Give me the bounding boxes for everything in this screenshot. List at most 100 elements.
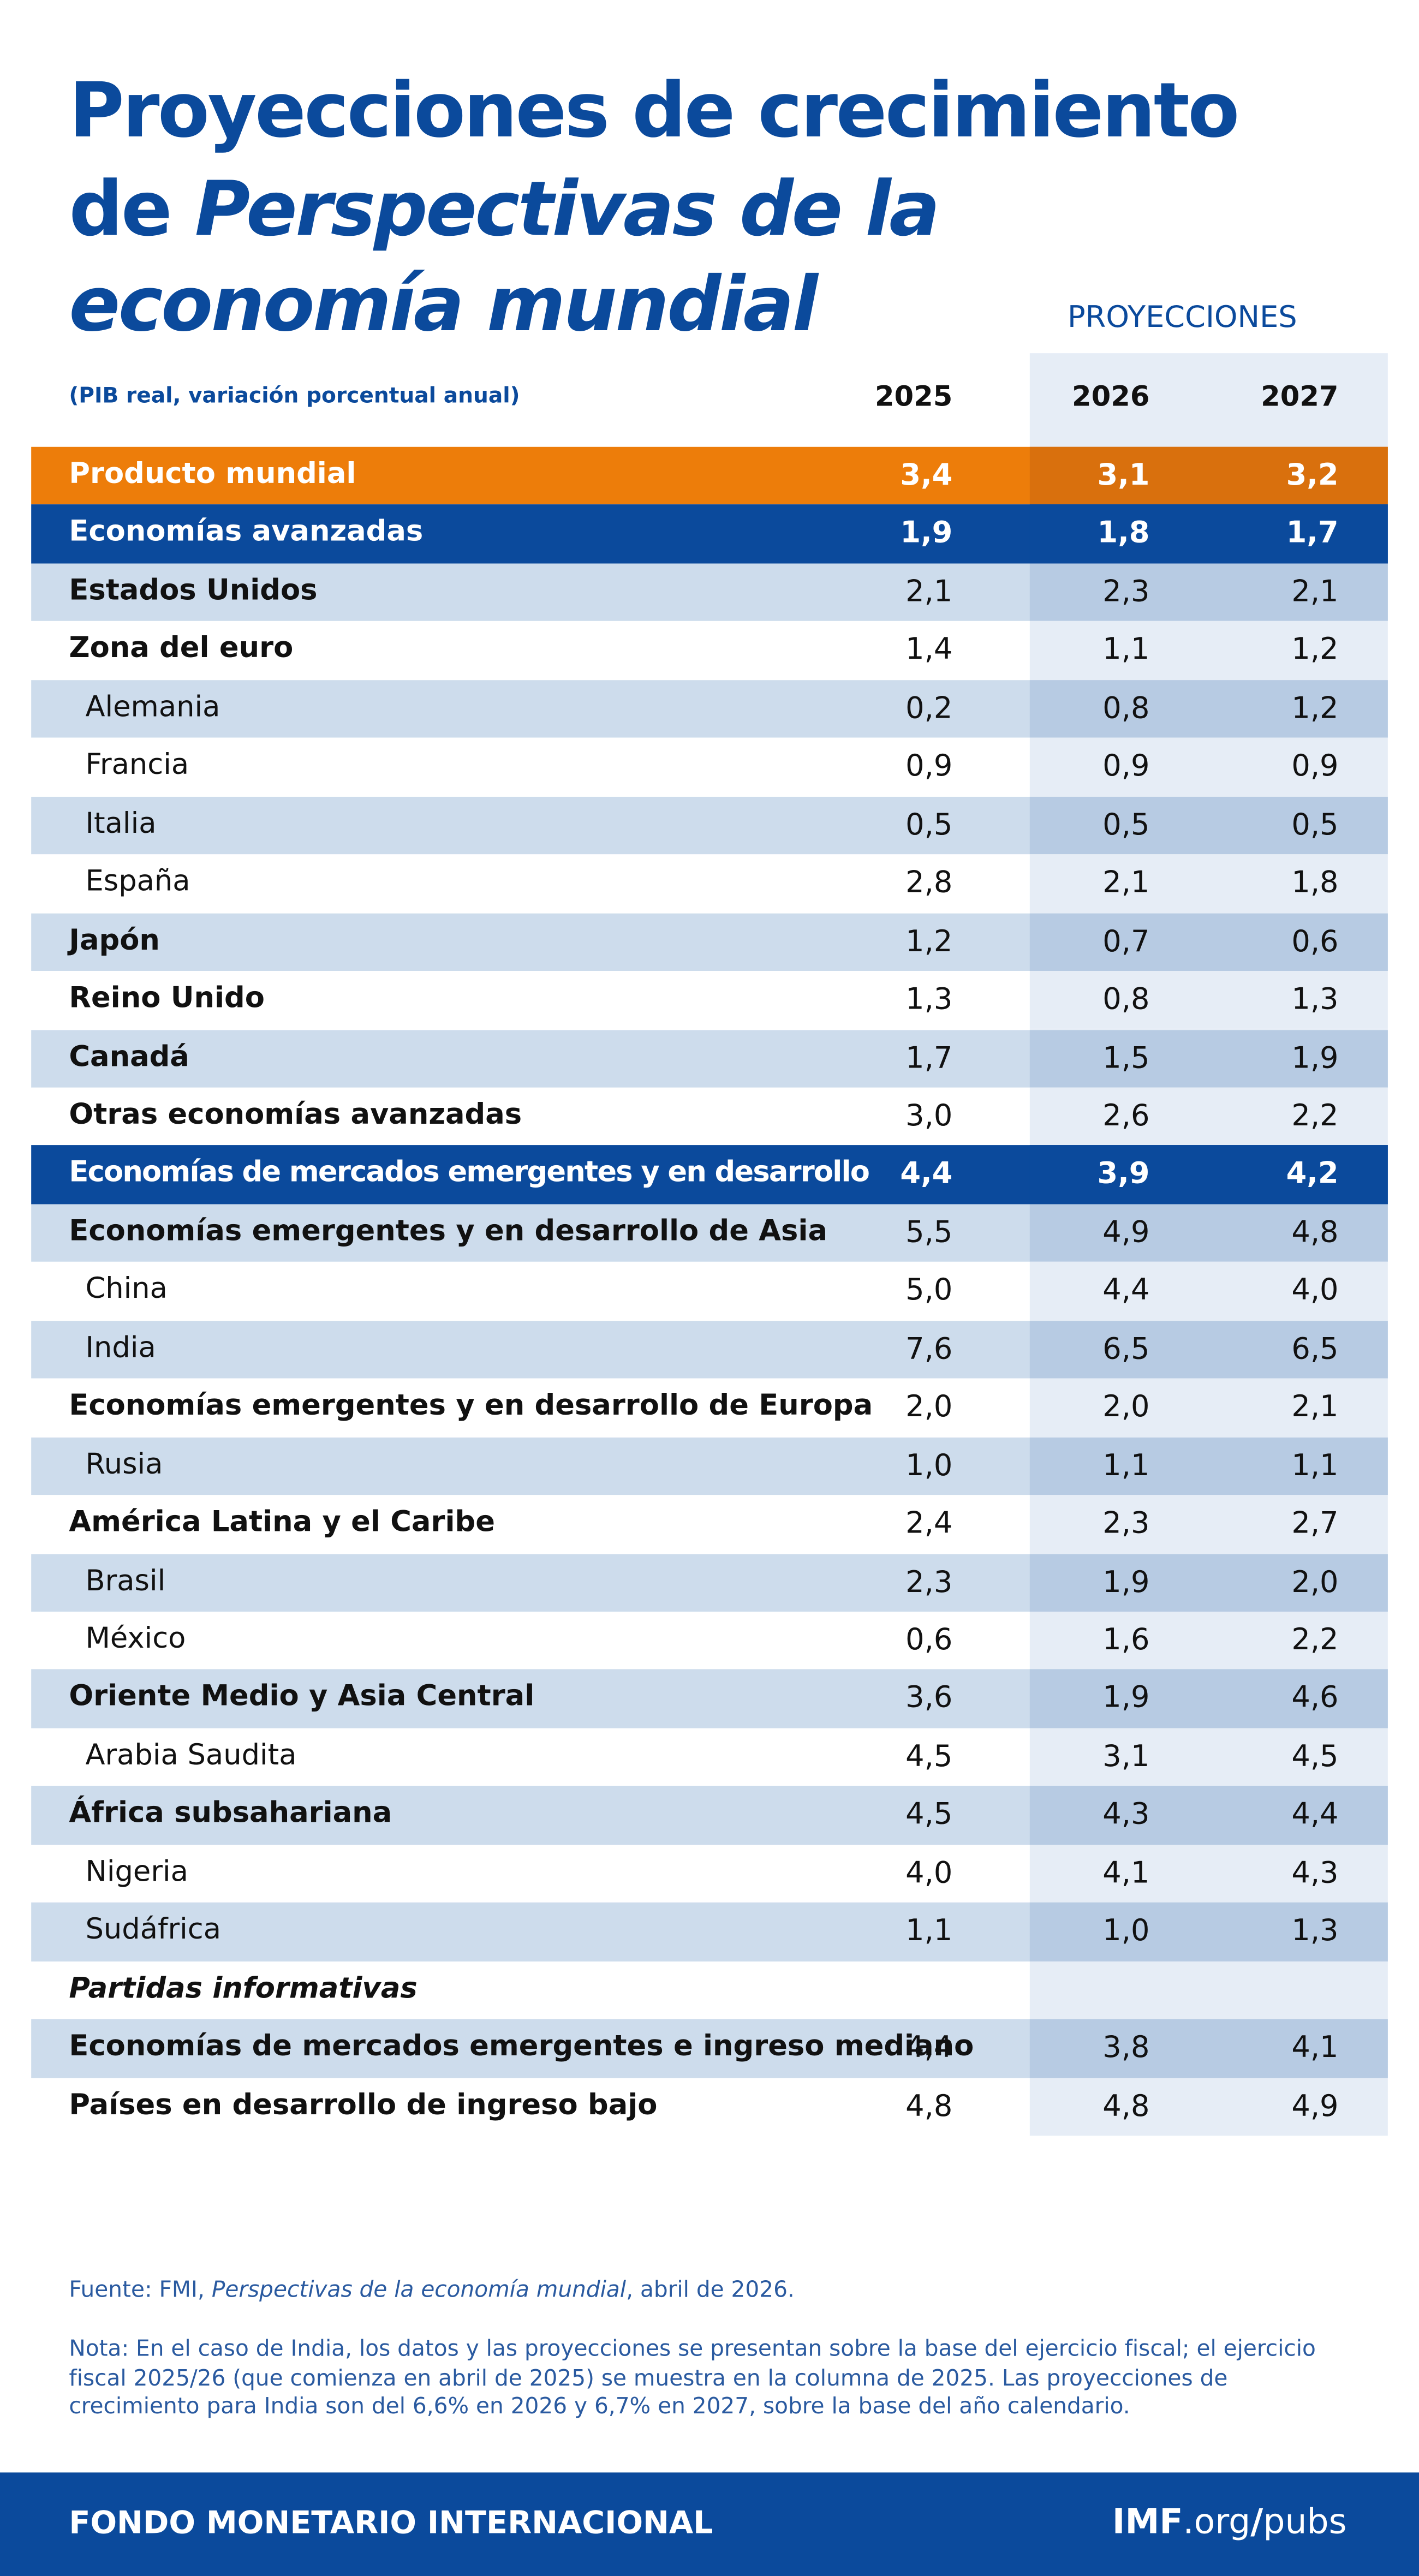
row-value: 4,3 bbox=[1102, 1798, 1150, 1833]
row-value: 0,8 bbox=[1102, 691, 1150, 726]
row-value: 1,2 bbox=[1291, 691, 1339, 726]
table-row: Francia 0,9 0,9 0,9 bbox=[31, 738, 1388, 797]
projection-cell-bg bbox=[1029, 505, 1388, 564]
row-value: 1,8 bbox=[1291, 866, 1339, 901]
row-value: 0,2 bbox=[905, 691, 953, 726]
table-row: Economías de mercados emergentes y en de… bbox=[31, 1146, 1388, 1204]
projection-cell-bg bbox=[1029, 1786, 1388, 1845]
row-value: 4,5 bbox=[905, 1739, 953, 1774]
row-label: Economías avanzadas bbox=[69, 516, 424, 550]
row-label: Producto mundial bbox=[69, 458, 356, 492]
row-value: 0,9 bbox=[1102, 749, 1150, 784]
table-row: Nigeria 4,0 4,1 4,3 bbox=[31, 1844, 1388, 1903]
projection-cell-bg bbox=[1029, 1844, 1388, 1903]
table-row: México 0,6 1,6 2,2 bbox=[31, 1612, 1388, 1670]
table-row: Economías emergentes y en desarrollo de … bbox=[31, 1379, 1388, 1437]
row-value: 0,9 bbox=[1291, 749, 1339, 784]
table-row: Brasil 2,3 1,9 2,0 bbox=[31, 1553, 1388, 1612]
title-text: Perspectivas de la bbox=[194, 164, 940, 253]
title-text: economía mundial bbox=[69, 259, 818, 349]
projection-cell-bg bbox=[1029, 1146, 1388, 1204]
row-value: 0,9 bbox=[905, 749, 953, 784]
organization: FONDO MONETARIO INTERNACIONAL bbox=[69, 2505, 713, 2542]
row-label: Canadá bbox=[69, 1040, 189, 1074]
table-row: Italia 0,5 0,5 0,5 bbox=[31, 796, 1388, 855]
row-label: Países en desarrollo de ingreso bajo bbox=[69, 2089, 658, 2122]
row-value: 0,5 bbox=[1291, 808, 1339, 843]
row-value: 2,1 bbox=[1291, 575, 1339, 610]
table-row: Alemania 0,2 0,8 1,2 bbox=[31, 679, 1388, 738]
row-value: 3,6 bbox=[905, 1681, 953, 1716]
row-value: 1,7 bbox=[905, 1040, 953, 1076]
row-value: 4,4 bbox=[1102, 1273, 1150, 1309]
source-text: Perspectivas de la economía mundial bbox=[211, 2277, 627, 2304]
title-line: economía mundial bbox=[69, 257, 818, 352]
row-value: 1,9 bbox=[1291, 1040, 1339, 1076]
row-value: 0,6 bbox=[905, 1623, 953, 1658]
table-row: España 2,8 2,1 1,8 bbox=[31, 854, 1388, 913]
row-value: 4,3 bbox=[1291, 1856, 1339, 1891]
row-value: 2,0 bbox=[1102, 1390, 1150, 1425]
table-row: Otras economías avanzadas 3,0 2,6 2,2 bbox=[31, 1087, 1388, 1146]
projection-cell-bg bbox=[1029, 738, 1388, 797]
row-value: 1,2 bbox=[1291, 633, 1339, 668]
row-value: 1,9 bbox=[900, 516, 953, 551]
table-row: Arabia Saudita 4,5 3,1 4,5 bbox=[31, 1728, 1388, 1787]
row-label: Reino Unido bbox=[69, 982, 265, 1016]
note: Nota: En el caso de India, los datos y l… bbox=[69, 2336, 1316, 2420]
row-value: 3,4 bbox=[900, 458, 953, 493]
url: IMF.org/pubs bbox=[1112, 2502, 1347, 2542]
projection-cell-bg bbox=[1029, 1087, 1388, 1146]
source-text: , abril de 2026. bbox=[626, 2277, 795, 2304]
projection-cell-bg bbox=[1029, 796, 1388, 855]
row-label: Economías emergentes y en desarrollo de … bbox=[69, 1390, 873, 1423]
row-value: 4,4 bbox=[900, 1157, 953, 1192]
row-value: 3,0 bbox=[905, 1099, 953, 1134]
url-part: pubs bbox=[1263, 2502, 1347, 2542]
row-value: 2,1 bbox=[1291, 1390, 1339, 1425]
row-value: 1,1 bbox=[1291, 1448, 1339, 1483]
row-value: 2,3 bbox=[905, 1565, 953, 1600]
table-row: Rusia 1,0 1,1 1,1 bbox=[31, 1436, 1388, 1495]
row-value: 1,2 bbox=[905, 924, 953, 959]
row-value: 2,1 bbox=[905, 575, 953, 610]
row-value: 4,2 bbox=[1286, 1157, 1339, 1192]
row-value: 6,5 bbox=[1291, 1332, 1339, 1367]
row-value: 2,0 bbox=[905, 1390, 953, 1425]
row-value: 1,8 bbox=[1097, 516, 1150, 551]
row-value: 4,1 bbox=[1291, 2031, 1339, 2066]
row-label: España bbox=[85, 866, 190, 899]
row-value: 4,8 bbox=[1291, 1215, 1339, 1250]
row-value: 2,2 bbox=[1291, 1623, 1339, 1658]
row-label: India bbox=[85, 1332, 156, 1365]
row-value: 0,5 bbox=[905, 808, 953, 843]
projection-cell-bg bbox=[1029, 1204, 1388, 1262]
row-value: 2,7 bbox=[1291, 1506, 1339, 1541]
row-label: Brasil bbox=[85, 1565, 166, 1598]
table-row: China 5,0 4,4 4,0 bbox=[31, 1262, 1388, 1321]
url-part: .org bbox=[1183, 2502, 1251, 2542]
projection-cell-bg bbox=[1029, 621, 1388, 680]
row-value: 4,6 bbox=[1291, 1681, 1339, 1716]
row-value: 1,1 bbox=[905, 1914, 953, 1949]
projection-cell-bg bbox=[1029, 1612, 1388, 1670]
table-row: Economías emergentes y en desarrollo de … bbox=[31, 1204, 1388, 1262]
source-text: Fuente: FMI, bbox=[69, 2277, 205, 2304]
table-row: Países en desarrollo de ingreso bajo 4,8 4… bbox=[31, 2077, 1388, 2136]
table-row: Producto mundial 3,4 3,1 3,2 bbox=[31, 446, 1388, 505]
title-text: Proyecciones de crecimiento bbox=[69, 65, 1239, 154]
projection-cell-bg bbox=[1029, 1029, 1388, 1088]
row-label: Alemania bbox=[85, 691, 220, 724]
row-value: 3,1 bbox=[1102, 1739, 1150, 1774]
row-value: 4,5 bbox=[1291, 1739, 1339, 1774]
row-value: 5,0 bbox=[905, 1273, 953, 1309]
table-row: Reino Unido 1,3 0,8 1,3 bbox=[31, 971, 1388, 1029]
table-row: Economías de mercados emergentes e ingre… bbox=[31, 2019, 1388, 2078]
table-row: Economías avanzadas 1,9 1,8 1,7 bbox=[31, 505, 1388, 564]
projection-cell-bg bbox=[1029, 446, 1388, 505]
row-value: 1,4 bbox=[905, 633, 953, 668]
table-row: Zona del euro 1,4 1,1 1,2 bbox=[31, 621, 1388, 680]
row-value: 1,7 bbox=[1286, 516, 1339, 551]
row-label: Economías emergentes y en desarrollo de … bbox=[69, 1215, 828, 1249]
table-row: Canadá 1,7 1,5 1,9 bbox=[31, 1029, 1388, 1088]
